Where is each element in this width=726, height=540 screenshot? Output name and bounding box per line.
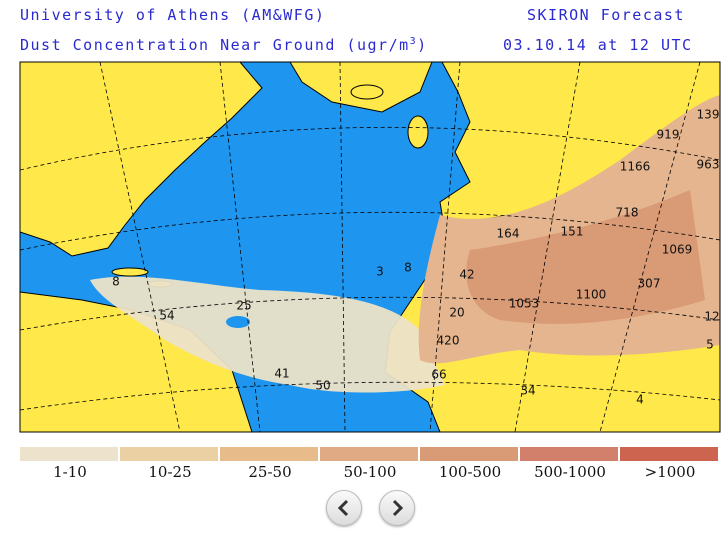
- product: SKIRON Forecast: [527, 6, 685, 24]
- dust: [90, 95, 720, 393]
- concentration-label: 1069: [662, 243, 693, 257]
- map-labels: 139 919 1166 963 718 1069 164 151 3 8 42 307 1100 105…: [112, 108, 719, 407]
- previous-icon: [337, 499, 349, 517]
- next-icon: [392, 499, 404, 517]
- legend: 1-10 10-25 25-50 50-100 100-500 500-1000 >1000: [20, 447, 718, 481]
- concentration-label: 8: [404, 261, 412, 275]
- concentration-label: 5: [706, 338, 714, 352]
- concentration-label: 963: [697, 158, 720, 172]
- concentration-label: 1166: [620, 160, 651, 174]
- title-superscript: 3: [409, 36, 418, 47]
- title-text: Dust Concentration Near Ground (ugr/m: [20, 36, 410, 54]
- concentration-label: 50: [315, 379, 330, 393]
- legend-label: >1000: [645, 463, 696, 481]
- concentration-label: 718: [616, 206, 639, 220]
- map-frame: [19, 61, 721, 433]
- concentration-label: 919: [657, 128, 680, 142]
- concentration-label: 41: [274, 367, 289, 381]
- legend-swatch: [520, 447, 618, 461]
- concentration-label: 34: [520, 384, 535, 398]
- legend-label: 500-1000: [534, 463, 606, 481]
- graticule: [20, 62, 720, 432]
- legend-label: 1-10: [53, 463, 87, 481]
- legend-label: 10-25: [148, 463, 191, 481]
- concentration-label: 1053: [509, 297, 540, 311]
- concentration-label: 307: [638, 277, 661, 291]
- concentration-label: 4: [636, 393, 644, 407]
- legend-swatch: [320, 447, 418, 461]
- legend-label: 25-50: [248, 463, 291, 481]
- legend-swatch: [20, 447, 118, 461]
- concentration-label: 12: [704, 310, 719, 324]
- concentration-label: 8: [112, 275, 120, 289]
- concentration-label: 151: [561, 225, 584, 239]
- concentration-label: 420: [437, 334, 460, 348]
- concentration-label: 1100: [576, 288, 607, 302]
- legend-label: 100-500: [439, 463, 501, 481]
- legend-swatch: [120, 447, 218, 461]
- legend-swatch: [620, 447, 718, 461]
- previous-button[interactable]: [326, 490, 362, 526]
- concentration-label: 66: [431, 368, 446, 382]
- concentration-label: 20: [449, 306, 464, 320]
- map-title: Dust Concentration Near Ground (ugr/m3): [20, 36, 428, 54]
- concentration-label: 42: [459, 268, 474, 282]
- title-end: ): [417, 36, 428, 54]
- concentration-label: 139: [697, 108, 720, 122]
- institution: University of Athens (AM&WFG): [20, 6, 326, 24]
- forecast-time: 03.10.14 at 12 UTC: [503, 36, 693, 54]
- legend-swatch: [220, 447, 318, 461]
- next-button[interactable]: [379, 490, 415, 526]
- legend-label: 50-100: [344, 463, 397, 481]
- concentration-label: 3: [376, 265, 384, 279]
- concentration-label: 164: [497, 227, 520, 241]
- legend-swatch: [420, 447, 518, 461]
- map-body: 139 919 1166 963 718 1069 164 151 3 8 42 307 1100 105…: [20, 62, 720, 432]
- concentration-label: 25: [236, 299, 251, 313]
- concentration-label: 54: [159, 309, 174, 323]
